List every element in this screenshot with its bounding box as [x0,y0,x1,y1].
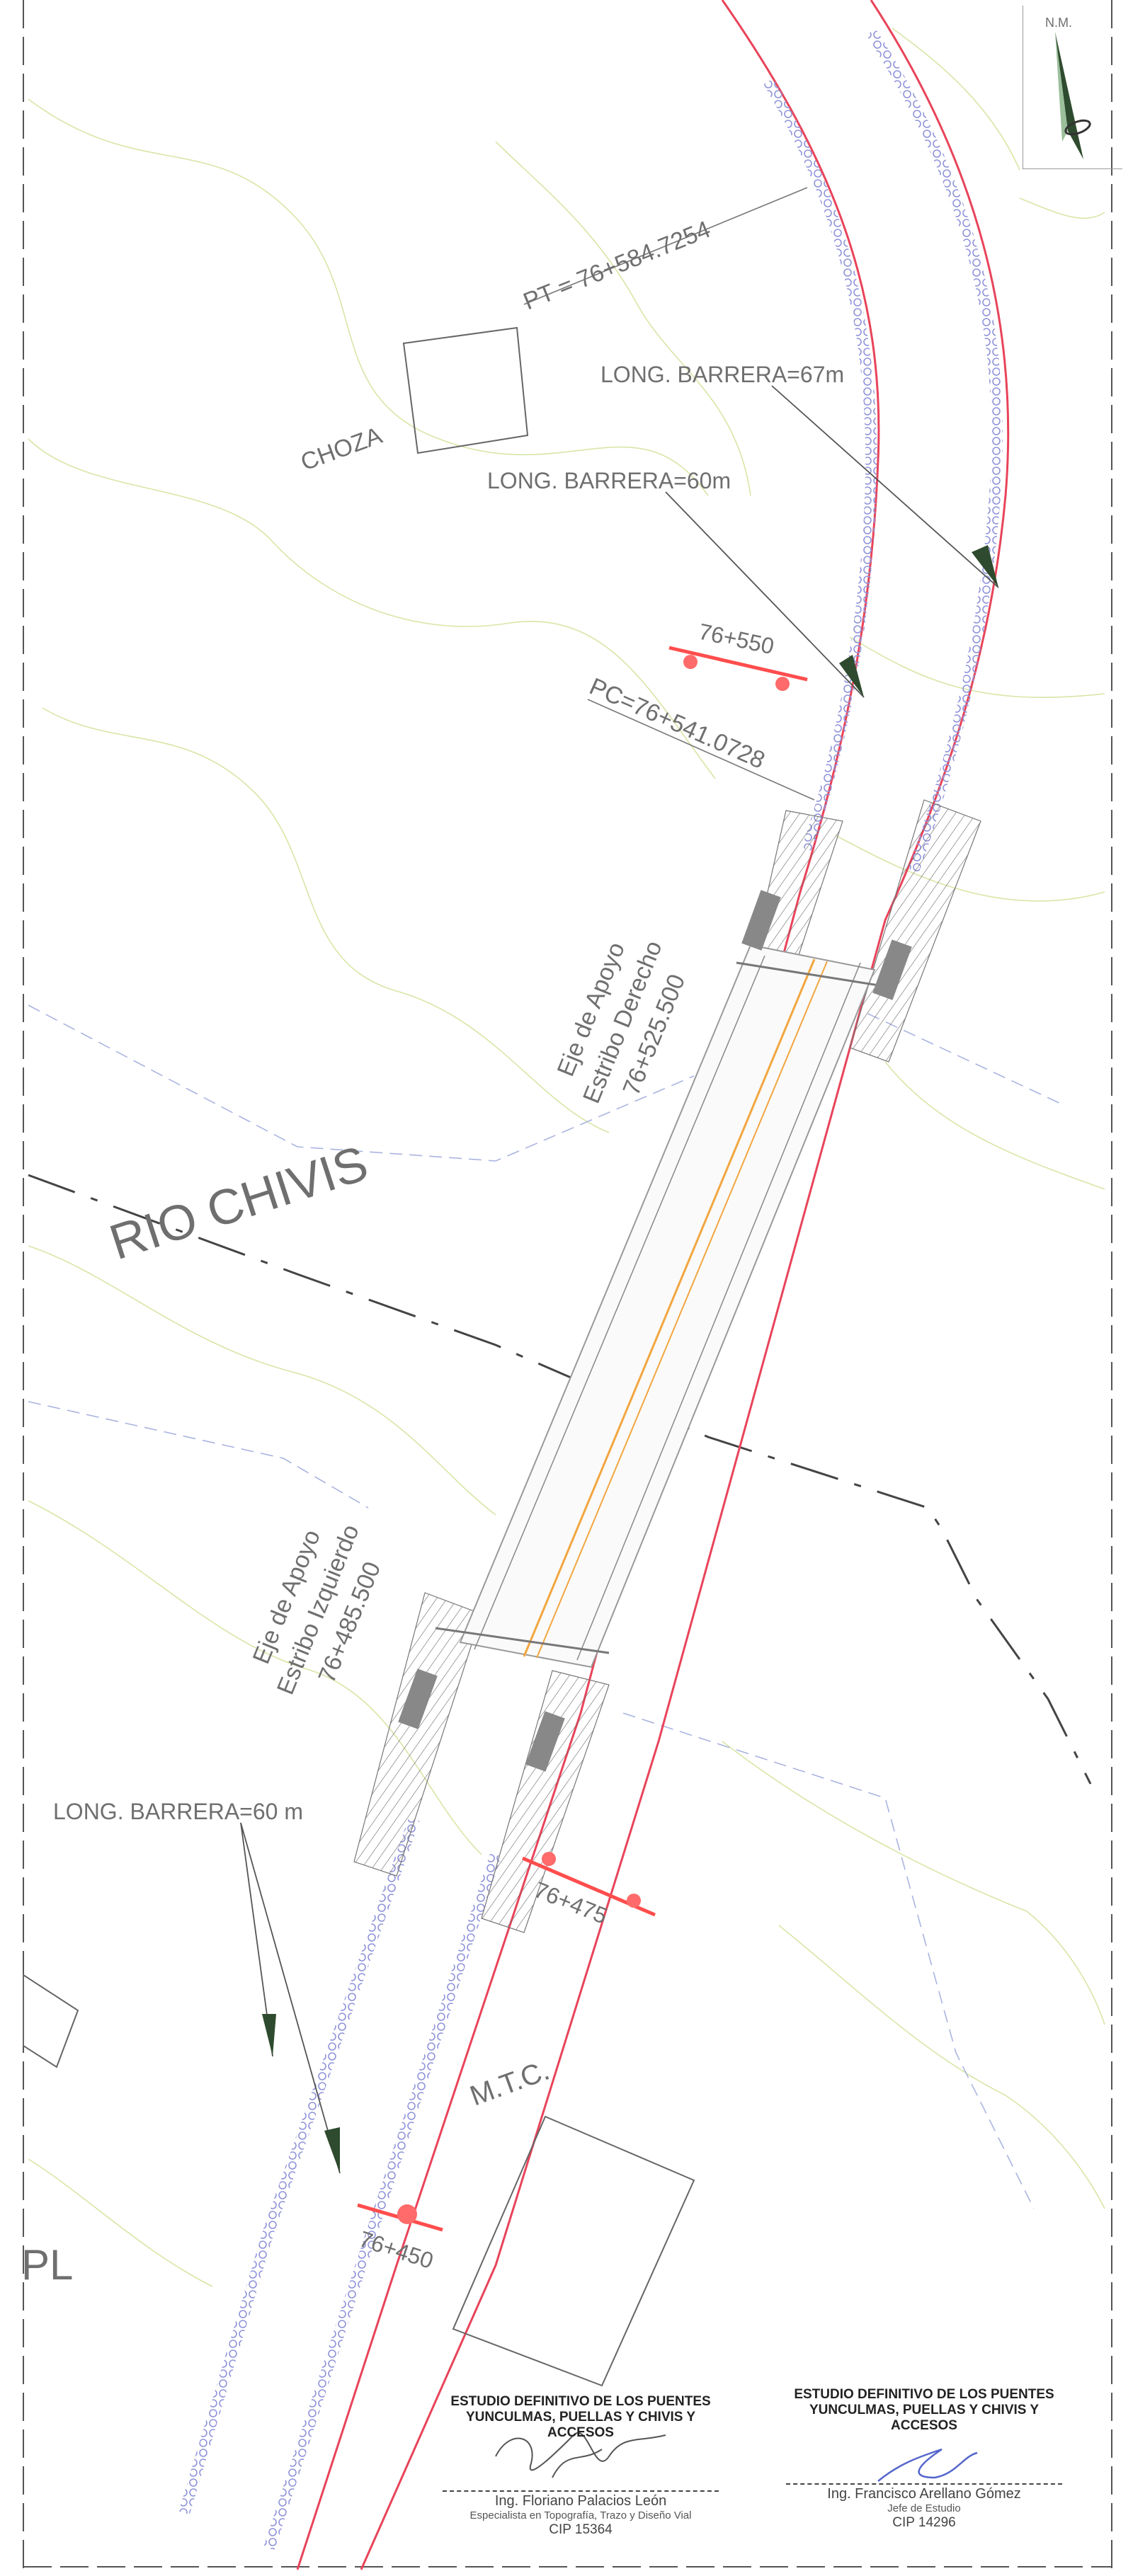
barrier-67-callout: LONG. BARRERA=67m [600,362,999,588]
signature-image-2 [877,2448,978,2482]
sig-1-title-2: YUNCULMAS, PUELLAS Y CHIVIS Y ACCESOS [465,2410,696,2440]
mtc-label: M.T.C. [466,2055,554,2112]
signature-image [495,2432,666,2478]
pl-label: PL [21,2241,73,2289]
abutment-left-label: Eje de Apoyo Estribo Izquierdo 76+485.50… [248,1521,387,1698]
leader-arrow-icon [839,655,864,697]
bridge-deck [398,890,912,1772]
north-arrow: N.M. [1045,16,1091,159]
choza-label: CHOZA [297,422,386,476]
sig-2-role: Jefe de Estudio [887,2502,961,2514]
station-550-label: 76+550 [697,619,777,660]
river-label: RIO CHIVIS [103,1135,375,1270]
north-box [1023,6,1122,169]
signature-block-1: ESTUDIO DEFINITIVO DE LOS PUENTES YUNCUL… [432,2394,729,2538]
station-450: 76+450 [356,2203,443,2274]
sig-2-name: Ing. Francisco Arellano Gómez [827,2486,1021,2502]
sig-1-cip: CIP 15364 [549,2522,613,2537]
leader-arrow-icon [262,2014,276,2056]
barrier-67-label: LONG. BARRERA=67m [600,362,844,387]
leader-arrow-icon [972,545,998,588]
sig-2-title-1: ESTUDIO DEFINITIVO DE LOS PUENTES [794,2387,1054,2402]
leader-arrow-icon [324,2127,340,2173]
sig-1-role: Especialista en Topografía, Trazo y Dise… [469,2509,692,2521]
north-label: N.M. [1045,16,1072,30]
station-550: 76+550 [668,619,808,691]
barrier-60-bottom-callout: LONG. BARRERA=60 m [53,1799,341,2174]
pc-station: PC=76+541.0728 [586,673,815,801]
pt-label: PT = 76+584.7254 [520,216,714,316]
sig-1-name: Ing. Floriano Palacios León [494,2493,667,2509]
barrier-60-top-label: LONG. BARRERA=60m [487,468,731,493]
signature-block-2: ESTUDIO DEFINITIVO DE LOS PUENTES YUNCUL… [775,2387,1073,2531]
signature-line [786,2483,1062,2485]
pc-label: PC=76+541.0728 [586,673,769,774]
abutment-right-label: Eje de Apoyo Estribo Derecho 76+525.500 [552,937,691,1107]
barrier-60-top-callout: LONG. BARRERA=60m [487,468,865,698]
choza-building: CHOZA [297,326,529,476]
partial-building [23,1974,79,2068]
signature-line [443,2490,719,2492]
property-boundaries [28,1004,1063,2209]
terrain-contours [28,28,1105,2287]
sheet-border [23,0,1112,2576]
mtc-building: M.T.C. [452,2055,695,2387]
north-arrow-icon [1055,32,1083,159]
guard-barriers [178,28,1003,2551]
sig-1-title-1: ESTUDIO DEFINITIVO DE LOS PUENTES [450,2394,711,2409]
station-475-label: 76+475 [530,1877,610,1929]
sig-2-title-2: YUNCULMAS, PUELLAS Y CHIVIS Y ACCESOS [809,2403,1040,2433]
sig-2-cip: CIP 14296 [892,2515,956,2530]
barrier-60-bottom-label: LONG. BARRERA=60 m [53,1799,303,1824]
